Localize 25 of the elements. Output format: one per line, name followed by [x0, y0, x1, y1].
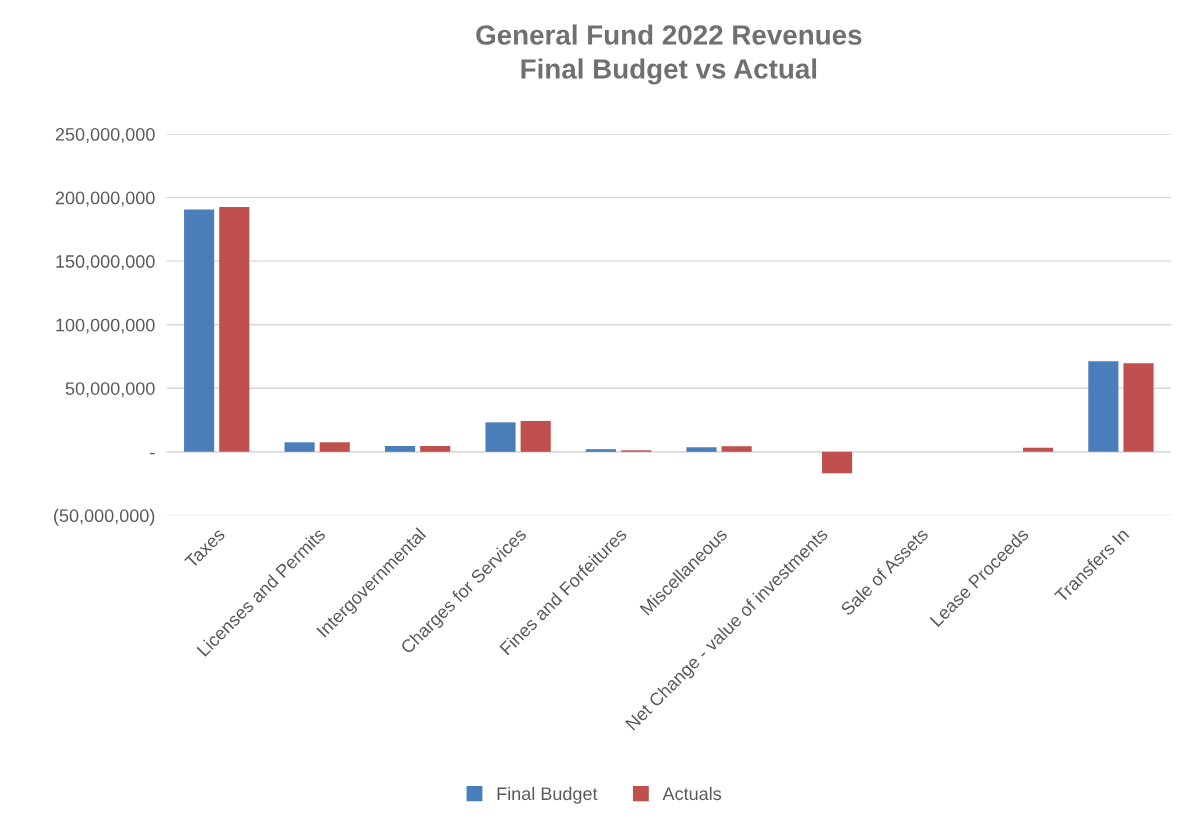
legend-label: Actuals	[662, 786, 722, 801]
legend-label: Final Budget	[497, 786, 598, 804]
y-tick-label: 150,000,000	[56, 255, 155, 271]
chart-title: General Fund 2022 Revenues Final Budget vs Actual	[476, 24, 862, 85]
bar	[520, 420, 551, 452]
bar	[1022, 447, 1054, 452]
bar	[585, 449, 617, 452]
y-tick-label: 50,000,000	[65, 382, 155, 398]
bar	[384, 445, 416, 452]
y-tick-label: 200,000,000	[55, 191, 155, 207]
y-tick-label: 100,000,000	[56, 318, 155, 334]
bar	[686, 447, 717, 452]
bar	[822, 451, 853, 474]
bar	[219, 206, 250, 452]
bar	[284, 442, 315, 452]
bar	[485, 422, 516, 452]
bar	[1123, 363, 1154, 452]
y-tick-label: -	[150, 452, 155, 455]
bar	[1088, 361, 1119, 452]
y-tick-label: 250,000,000	[55, 128, 155, 143]
bar	[319, 442, 350, 452]
y-tick-label: (50,000,000)	[54, 508, 155, 526]
bar	[420, 445, 451, 452]
bar	[184, 209, 215, 452]
bar	[721, 446, 752, 452]
